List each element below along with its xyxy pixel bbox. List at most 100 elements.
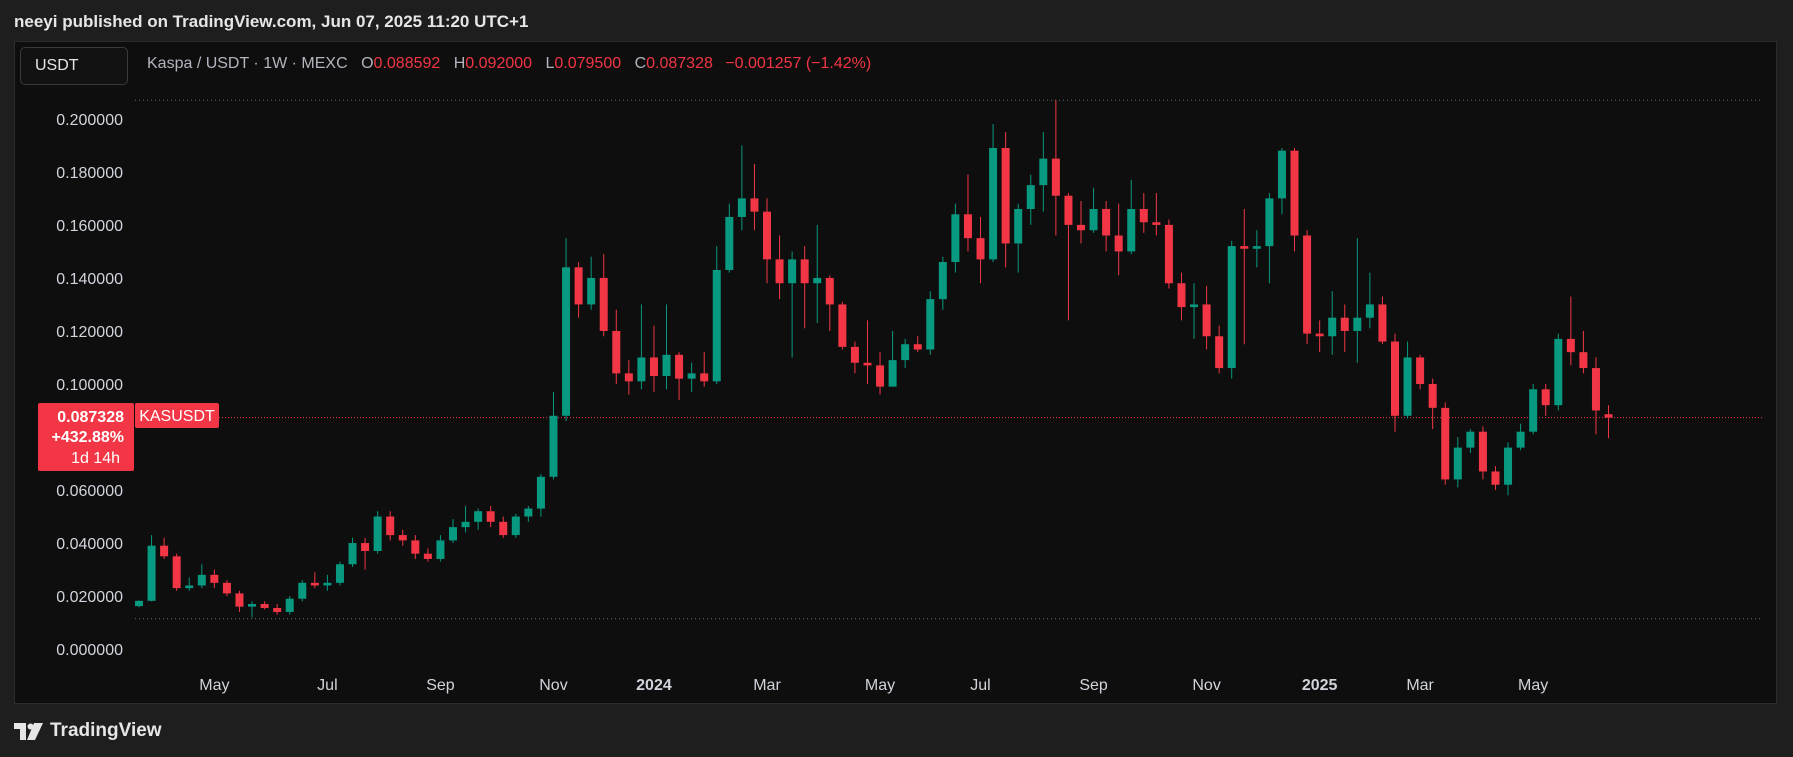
candle[interactable] — [1328, 291, 1337, 355]
candle[interactable] — [1453, 437, 1462, 488]
candle[interactable] — [423, 548, 432, 562]
candle[interactable] — [687, 362, 696, 392]
candle[interactable] — [850, 341, 859, 374]
candle[interactable] — [926, 291, 935, 355]
candle[interactable] — [1190, 283, 1199, 339]
candle[interactable] — [1064, 193, 1073, 321]
candle[interactable] — [411, 535, 420, 559]
candle[interactable] — [1604, 405, 1613, 439]
candle[interactable] — [876, 352, 885, 395]
candle[interactable] — [675, 352, 684, 400]
candle[interactable] — [1240, 209, 1249, 345]
candle[interactable] — [599, 254, 608, 337]
candle[interactable] — [1164, 219, 1173, 289]
candle[interactable] — [549, 391, 558, 480]
tradingview-logo[interactable]: TradingView — [14, 720, 162, 742]
candle[interactable] — [1215, 325, 1224, 374]
candle[interactable] — [1051, 100, 1060, 236]
symbol-search-button[interactable]: USDT — [20, 47, 128, 85]
candle[interactable] — [1152, 193, 1161, 236]
candle[interactable] — [1102, 201, 1111, 252]
candle[interactable] — [210, 569, 219, 589]
candle[interactable] — [901, 338, 910, 369]
candle[interactable] — [1441, 402, 1450, 485]
candle[interactable] — [662, 304, 671, 390]
candle[interactable] — [235, 590, 244, 612]
candle[interactable] — [1227, 240, 1236, 379]
candle[interactable] — [1303, 230, 1312, 345]
candle[interactable] — [1491, 466, 1500, 491]
candle[interactable] — [1340, 304, 1349, 353]
candle[interactable] — [436, 535, 445, 562]
candle[interactable] — [1466, 429, 1475, 453]
candle[interactable] — [963, 174, 972, 252]
candle[interactable] — [825, 275, 834, 331]
candle[interactable] — [938, 256, 947, 310]
candle[interactable] — [486, 505, 495, 528]
candle[interactable] — [1353, 238, 1362, 363]
candle[interactable] — [1114, 203, 1123, 276]
candle[interactable] — [222, 580, 231, 597]
candle[interactable] — [763, 198, 771, 284]
candle[interactable] — [1290, 148, 1299, 252]
candle[interactable] — [248, 601, 257, 618]
candle[interactable] — [1127, 179, 1136, 255]
candle[interactable] — [285, 596, 294, 615]
candle[interactable] — [1579, 330, 1588, 374]
candle[interactable] — [1177, 272, 1186, 321]
candle[interactable] — [1428, 378, 1437, 430]
candle[interactable] — [989, 124, 998, 263]
candle[interactable] — [587, 256, 596, 310]
candle[interactable] — [348, 537, 357, 567]
candle[interactable] — [838, 301, 847, 350]
candle[interactable] — [499, 516, 508, 538]
candle[interactable] — [813, 224, 822, 323]
candle[interactable] — [1315, 320, 1324, 353]
candle[interactable] — [1265, 193, 1274, 284]
candle[interactable] — [511, 513, 520, 538]
candle[interactable] — [562, 238, 571, 422]
candle[interactable] — [1516, 423, 1525, 451]
candle[interactable] — [737, 145, 746, 231]
candle[interactable] — [1378, 296, 1387, 345]
candle[interactable] — [750, 163, 759, 231]
candle[interactable] — [160, 537, 169, 559]
candle[interactable] — [273, 604, 282, 615]
candle[interactable] — [524, 505, 533, 522]
candle[interactable] — [398, 529, 407, 546]
candle[interactable] — [449, 519, 457, 544]
candle[interactable] — [185, 577, 194, 591]
candle[interactable] — [1202, 285, 1211, 350]
candle[interactable] — [700, 352, 709, 387]
candle[interactable] — [800, 246, 809, 329]
candle[interactable] — [197, 564, 206, 589]
candle[interactable] — [1504, 442, 1513, 496]
candle[interactable] — [373, 511, 382, 554]
candle[interactable] — [461, 505, 470, 533]
candle[interactable] — [1478, 426, 1487, 480]
candle[interactable] — [1077, 201, 1085, 244]
candle[interactable] — [386, 511, 395, 541]
candle[interactable] — [1039, 132, 1048, 212]
candle[interactable] — [135, 600, 143, 608]
candle[interactable] — [725, 203, 734, 273]
candle[interactable] — [323, 574, 332, 591]
candle[interactable] — [1541, 383, 1550, 416]
candle[interactable] — [361, 537, 370, 570]
candle[interactable] — [1001, 132, 1010, 268]
candle[interactable] — [1252, 230, 1261, 268]
candle[interactable] — [1139, 193, 1148, 233]
candle[interactable] — [775, 235, 784, 300]
candle[interactable] — [1554, 333, 1563, 411]
candle[interactable] — [298, 580, 307, 602]
candle[interactable] — [612, 309, 621, 384]
candle[interactable] — [1391, 333, 1399, 432]
candle[interactable] — [1014, 203, 1023, 273]
candle[interactable] — [474, 508, 483, 530]
candle[interactable] — [1277, 148, 1286, 215]
candle[interactable] — [1591, 357, 1600, 435]
candle[interactable] — [1416, 354, 1425, 390]
candle[interactable] — [913, 336, 922, 353]
candle[interactable] — [951, 203, 960, 273]
